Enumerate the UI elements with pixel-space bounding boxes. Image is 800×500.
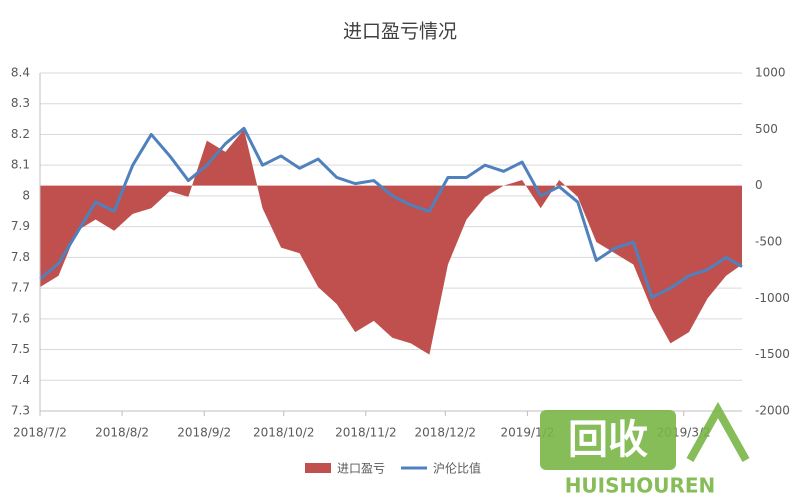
y-tick-label: 8.1 [11, 158, 30, 172]
legend-swatch [305, 463, 331, 473]
y-tick-label: 7.3 [11, 404, 30, 418]
y-tick-label: 8 [22, 188, 30, 202]
y2-tick-label: -2000 [755, 404, 790, 418]
watermark-icon [686, 401, 750, 462]
y-tick-label: 7.9 [11, 219, 30, 233]
line [39, 126, 743, 299]
legend-label: 进口盈亏 [337, 462, 385, 476]
y2-tick-label: -1500 [755, 347, 790, 361]
legend-label: 沪伦比值 [433, 461, 481, 476]
y2-tick-label: 500 [755, 122, 778, 136]
y2-tick-label: 1000 [755, 66, 786, 80]
watermark: 回收 HUISHOUREN [540, 401, 750, 498]
x-tick-label: 2018/9/2 [177, 426, 231, 440]
y2-tick-label: -1000 [755, 291, 790, 305]
x-tick-label: 2018/8/2 [95, 426, 149, 440]
watermark-text: HUISHOUREN [565, 474, 716, 498]
x-tick-label: 2018/12/2 [415, 426, 477, 440]
y-tick-label: 8.4 [11, 66, 30, 80]
y-tick-label: 7.8 [11, 250, 30, 264]
y-tick-label: 7.4 [11, 373, 30, 387]
y-tick-label: 7.7 [11, 281, 30, 295]
chart-title: 进口盈亏情况 [343, 21, 457, 43]
y-tick-label: 7.6 [11, 311, 30, 325]
watermark-logo: 回收 [568, 417, 648, 463]
y2-tick-label: 0 [755, 178, 763, 192]
y-tick-label: 7.5 [11, 342, 30, 356]
x-tick-label: 2018/10/2 [253, 426, 315, 440]
x-tick-label: 2018/7/2 [13, 426, 67, 440]
y2-tick-label: -500 [755, 235, 782, 249]
x-tick-label: 2018/11/2 [335, 426, 397, 440]
area [40, 129, 742, 355]
watermark-logo-box [540, 410, 676, 470]
y-tick-label: 8.2 [11, 127, 30, 141]
y-tick-label: 8.3 [11, 96, 30, 110]
